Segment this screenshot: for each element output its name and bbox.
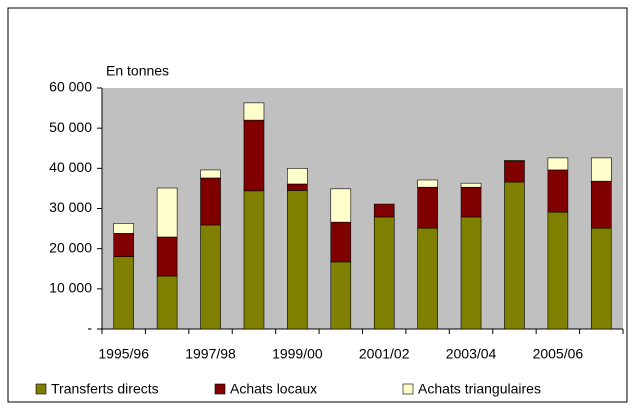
bar-segment [504, 160, 525, 162]
legend-swatch [214, 383, 226, 395]
bar-segment [504, 160, 525, 183]
bar-segment [113, 233, 135, 258]
bar-segment [243, 190, 265, 330]
y-tick-label: 60 000 [49, 79, 92, 95]
bar-segment [330, 188, 352, 223]
bar-segment [113, 223, 135, 234]
x-tick-label: 2001/02 [359, 346, 410, 362]
bar-segment [547, 169, 569, 213]
legend-swatch [35, 383, 47, 395]
bar-segment [460, 182, 482, 188]
bar-segment [200, 224, 221, 330]
y-tick-label: 50 000 [49, 119, 92, 135]
legend-label: Achats triangulaires [418, 381, 541, 397]
bar-segment [156, 187, 178, 238]
y-tick-label: 30 000 [49, 199, 92, 215]
bar-segment [113, 256, 135, 330]
bar-segment [504, 181, 525, 330]
y-tick-label: 40 000 [49, 159, 92, 175]
bar-segment [417, 227, 438, 330]
bar-segment [590, 227, 612, 330]
bar-segment [590, 180, 612, 229]
bar-segment [243, 102, 265, 121]
legend-label: Transferts directs [51, 381, 159, 397]
bar-segment [460, 186, 482, 218]
bar-segment [330, 221, 352, 263]
bar-segment [156, 236, 178, 277]
bar-segment [287, 168, 308, 185]
bar-segment [243, 119, 265, 192]
bar-segment [156, 275, 178, 330]
bar-segment [547, 157, 569, 171]
y-tick-label: 10 000 [49, 280, 92, 296]
bar-segment [417, 179, 438, 188]
x-tick-label: 1999/00 [272, 346, 323, 362]
bar-segment [373, 203, 395, 218]
legend-swatch [402, 383, 414, 395]
axis-label: En tonnes [106, 63, 169, 79]
bar-segment [460, 216, 482, 330]
y-tick-label: 20 000 [49, 239, 92, 255]
bar-segment [200, 177, 221, 226]
bar-segment [200, 169, 221, 179]
bar-segment [417, 186, 438, 229]
bar-segment [330, 261, 352, 330]
x-tick-label: 1997/98 [185, 346, 236, 362]
x-tick-label: 2005/06 [533, 346, 584, 362]
bar-segment [287, 183, 308, 191]
x-tick-label: 2003/04 [446, 346, 497, 362]
y-tick-label: - [87, 320, 92, 336]
legend-label: Achats locaux [230, 381, 317, 397]
bar-segment [373, 216, 395, 330]
bar-segment [287, 190, 308, 330]
x-tick-label: 1995/96 [98, 346, 149, 362]
plot-area [102, 88, 623, 329]
bar-segment [547, 211, 569, 330]
bar-segment [590, 157, 612, 182]
